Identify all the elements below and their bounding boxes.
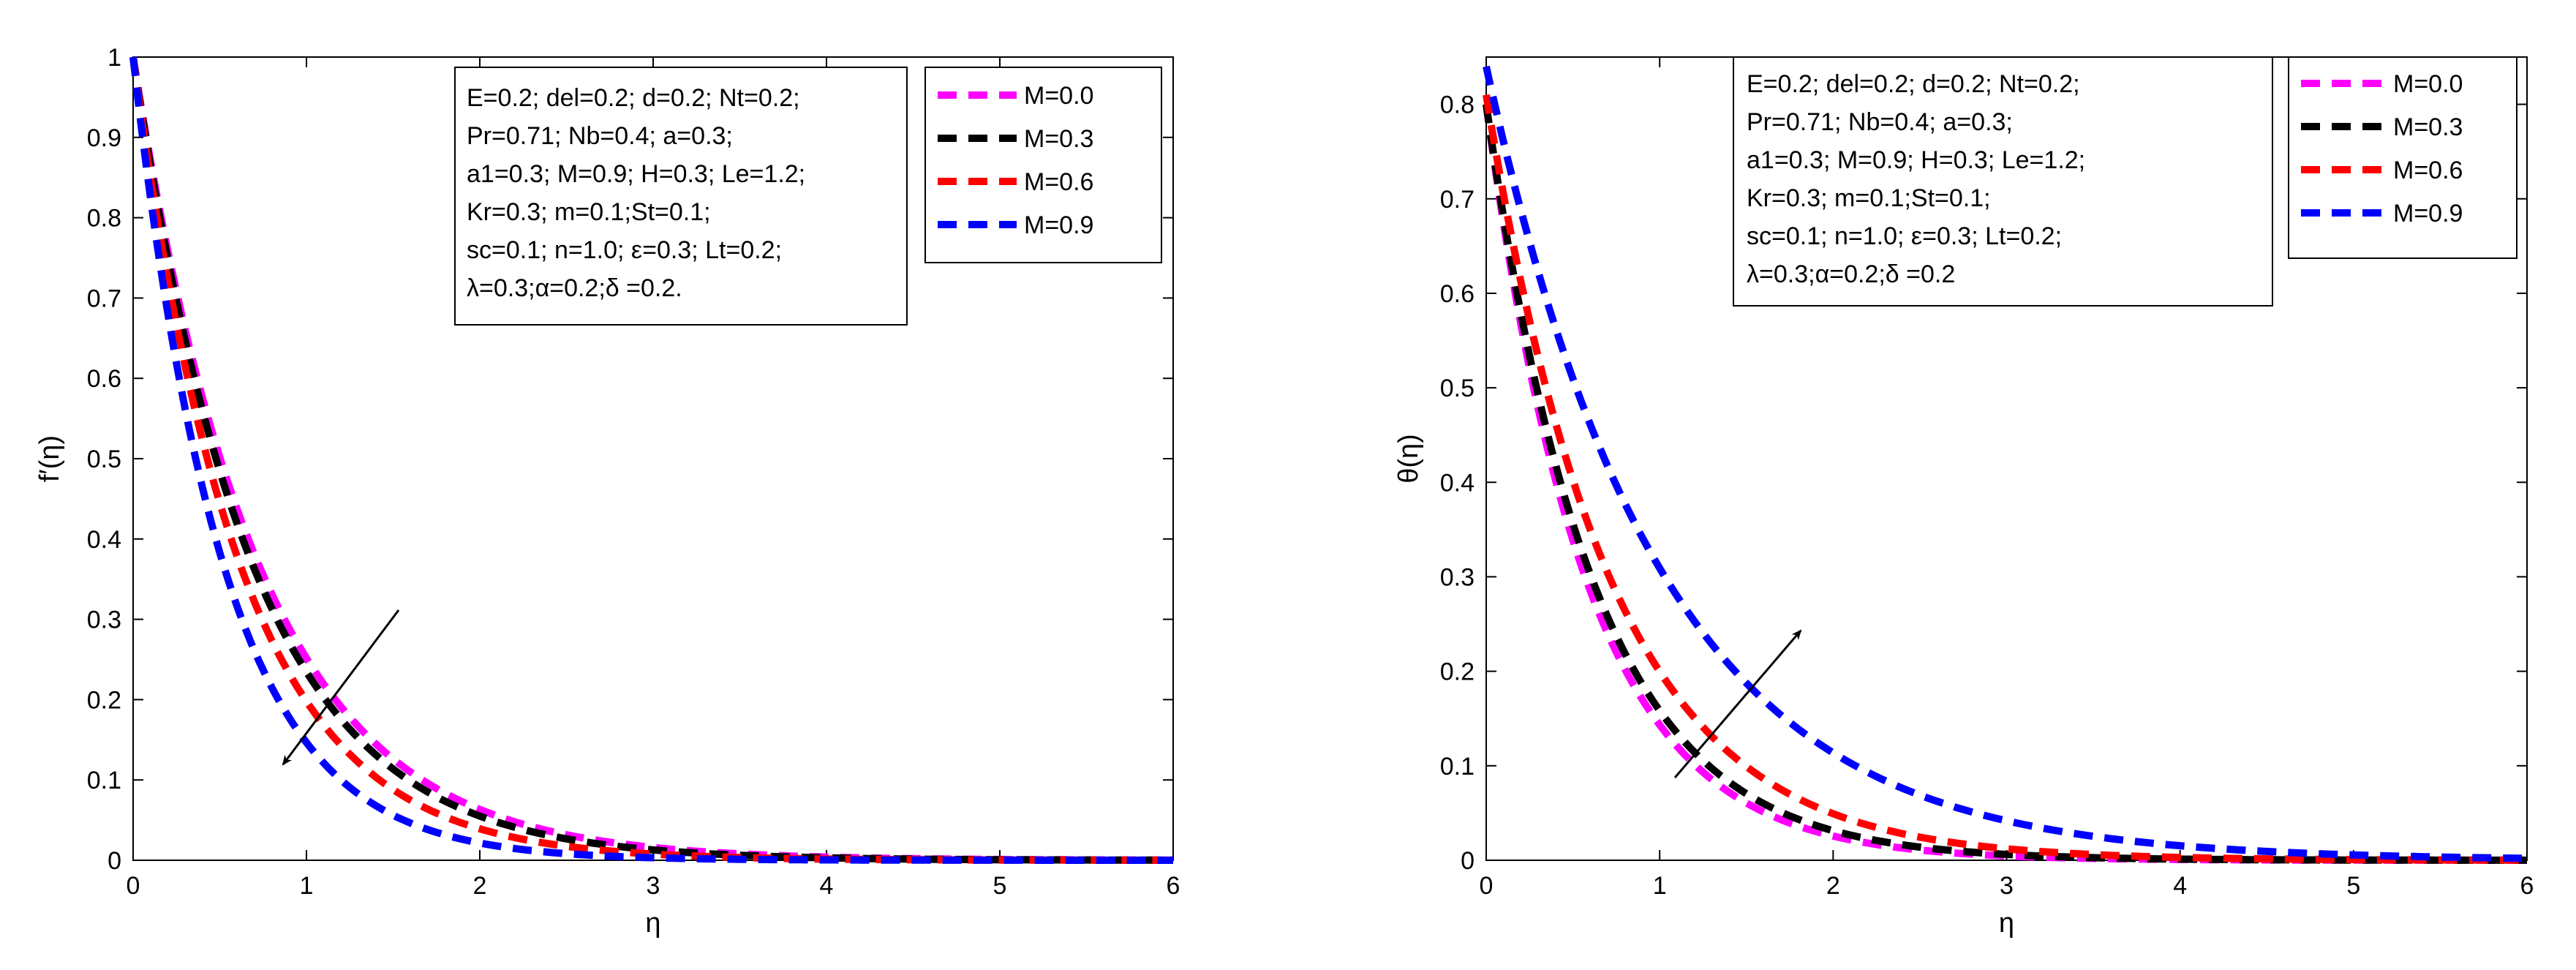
y-tick-label: 0.3 (87, 606, 121, 634)
y-axis-label: θ(η) (1393, 434, 1424, 484)
x-tick-label: 1 (1653, 872, 1667, 900)
parameter-line: Kr=0.3; m=0.1;St=0.1; (467, 198, 711, 226)
legend-label: M=0.6 (2393, 157, 2463, 184)
y-tick-label: 0 (108, 847, 121, 875)
y-tick-label: 0.4 (1440, 469, 1475, 497)
legend-label: M=0.3 (2393, 113, 2463, 141)
y-tick-label: 0.7 (87, 285, 121, 312)
x-tick-label: 5 (2346, 872, 2360, 900)
y-tick-label: 0.2 (1440, 658, 1475, 686)
parameter-line: Pr=0.71; Nb=0.4; a=0.3; (467, 122, 733, 150)
x-tick-label: 3 (647, 872, 660, 900)
x-tick-label: 4 (2173, 872, 2187, 900)
legend-label: M=0.6 (1024, 168, 1093, 196)
y-tick-label: 0.6 (87, 365, 121, 393)
x-tick-label: 6 (2520, 872, 2534, 900)
parameter-line: λ=0.3;α=0.2;δ =0.2 (1747, 260, 1955, 288)
parameter-line: Kr=0.3; m=0.1;St=0.1; (1747, 184, 1991, 212)
series-line-m06 (129, 56, 1173, 864)
y-tick-label: 0.1 (1440, 753, 1475, 781)
legend-label: M=0.0 (1024, 82, 1093, 110)
x-axis-label: η (1999, 908, 2014, 939)
y-tick-label: 0.8 (1440, 91, 1475, 119)
legend-label: M=0.9 (2393, 200, 2463, 228)
parameter-line: a1=0.3; M=0.9; H=0.3; Le=1.2; (1747, 146, 2085, 174)
y-tick-label: 0.7 (1440, 186, 1475, 214)
legend-label: M=0.9 (1024, 211, 1093, 239)
y-tick-label: 0.8 (87, 205, 121, 233)
parameter-line: λ=0.3;α=0.2;δ =0.2. (467, 274, 682, 302)
x-tick-label: 5 (993, 872, 1007, 900)
y-tick-label: 0.1 (87, 767, 121, 794)
parameter-line: E=0.2; del=0.2; d=0.2; Nt=0.2; (1747, 70, 2080, 98)
y-tick-label: 0.6 (1440, 280, 1475, 308)
x-tick-label: 3 (2000, 872, 2014, 900)
trend-arrow (1673, 629, 1802, 778)
legend-box (2288, 56, 2517, 259)
parameters-box (1733, 56, 2273, 307)
series-line-m06 (1483, 94, 2527, 864)
velocity-profile-chart: 0 1 2 3 4 5 6 0 0.1 0.2 0.3 0.4 0.5 0.6 0.7 0.8 0.9 1 η f′(… (34, 44, 1180, 939)
series-line-m09 (129, 56, 1173, 864)
x-tick-label: 1 (300, 872, 314, 900)
legend-box (924, 67, 1162, 263)
legend-label: M=0.0 (2393, 70, 2463, 98)
y-tick-label: 0.5 (1440, 375, 1475, 402)
x-tick-label: 2 (1826, 872, 1840, 900)
x-tick-label: 4 (820, 872, 834, 900)
y-tick-label: 0.2 (87, 686, 121, 714)
y-tick-label: 0.9 (87, 124, 121, 152)
parameter-line: sc=0.1; n=1.0; ε=0.3; Lt=0.2; (1747, 222, 2062, 250)
y-tick-label: 0.5 (87, 445, 121, 473)
y-tick-label: 0.3 (1440, 563, 1475, 591)
parameter-line: a1=0.3; M=0.9; H=0.3; Le=1.2; (467, 160, 805, 188)
x-tick-label: 2 (473, 872, 487, 900)
series-line-m00 (1483, 103, 2527, 864)
legend-label: M=0.3 (1024, 125, 1093, 153)
x-tick-label: 0 (1480, 872, 1494, 900)
parameters-box (454, 67, 908, 326)
series-line-m09 (1483, 65, 2528, 862)
parameter-line: Pr=0.71; Nb=0.4; a=0.3; (1747, 108, 2013, 136)
x-axis-label: η (645, 908, 660, 939)
y-tick-label: 0 (1461, 847, 1475, 875)
y-tick-label: 1 (108, 44, 121, 72)
temperature-profile-chart: 0 1 2 3 4 5 6 0 0.1 0.2 0.3 0.4 0.5 0.6 0.7 0.8 η θ(η) E=0… (1393, 56, 2534, 939)
parameter-line: sc=0.1; n=1.0; ε=0.3; Lt=0.2; (467, 236, 782, 264)
y-tick-label: 0.4 (87, 526, 121, 554)
y-axis-label: f′(η) (34, 435, 65, 482)
series-line-m03 (1483, 103, 2527, 864)
parameter-line: E=0.2; del=0.2; d=0.2; Nt=0.2; (467, 84, 800, 112)
x-tick-label: 6 (1167, 872, 1180, 900)
x-tick-label: 0 (127, 872, 140, 900)
trend-arrow (282, 609, 400, 766)
